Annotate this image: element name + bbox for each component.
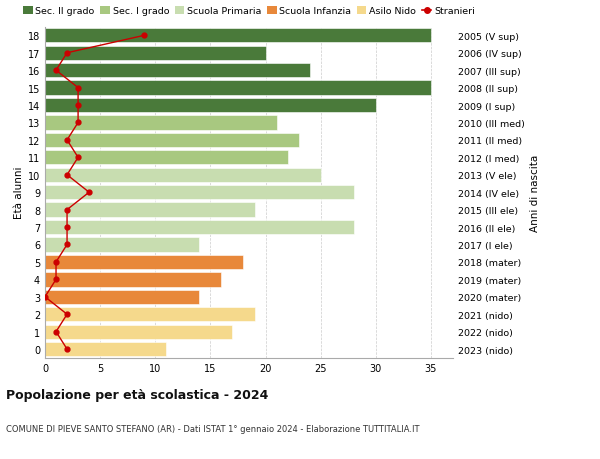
Bar [45, 99, 376, 113]
Bar [45, 203, 254, 217]
Bar [45, 116, 277, 130]
Y-axis label: Età alunni: Età alunni [14, 167, 23, 219]
Bar [45, 308, 254, 322]
Bar [45, 46, 266, 61]
Bar [45, 64, 310, 78]
Bar [45, 185, 354, 200]
Bar [45, 325, 232, 339]
Bar [45, 134, 299, 148]
Bar [45, 273, 221, 287]
Bar [45, 168, 320, 183]
Bar [45, 151, 287, 165]
Legend: Sec. II grado, Sec. I grado, Scuola Primaria, Scuola Infanzia, Asilo Nido, Stran: Sec. II grado, Sec. I grado, Scuola Prim… [23, 7, 475, 16]
Bar [45, 220, 354, 235]
Bar [45, 81, 431, 95]
Y-axis label: Anni di nascita: Anni di nascita [530, 154, 540, 231]
Text: COMUNE DI PIEVE SANTO STEFANO (AR) - Dati ISTAT 1° gennaio 2024 - Elaborazione T: COMUNE DI PIEVE SANTO STEFANO (AR) - Dat… [6, 425, 419, 434]
Bar [45, 255, 244, 269]
Bar [45, 342, 166, 357]
Text: Popolazione per età scolastica - 2024: Popolazione per età scolastica - 2024 [6, 388, 268, 401]
Bar [45, 290, 199, 304]
Bar [45, 29, 431, 43]
Bar [45, 238, 199, 252]
